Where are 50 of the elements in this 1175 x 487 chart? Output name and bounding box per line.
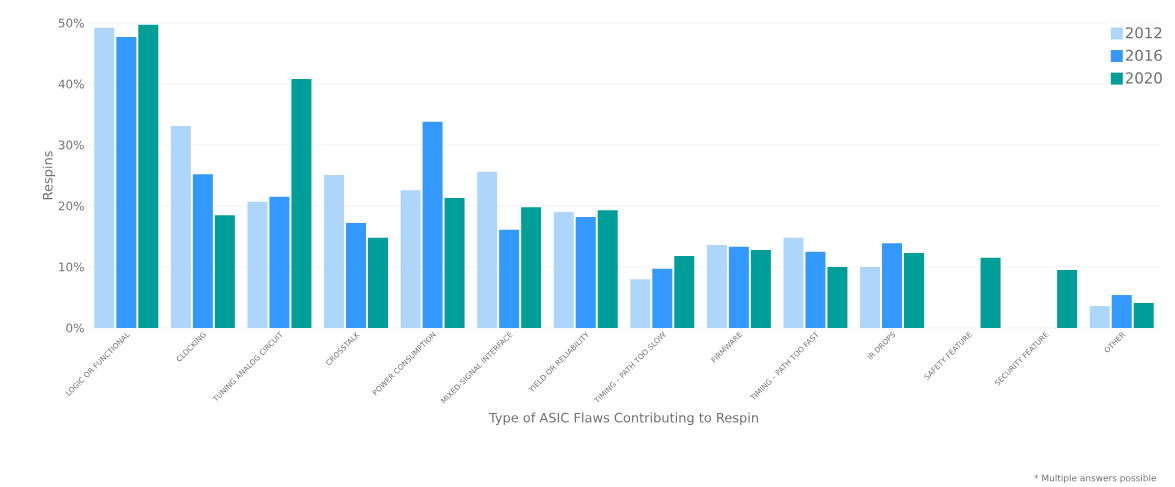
bar (1133, 302, 1154, 328)
bar (499, 229, 520, 328)
y-tick-label: 20% (58, 201, 84, 211)
bar (368, 237, 388, 328)
bar (138, 24, 159, 328)
legend-label: 2020 (1125, 72, 1162, 84)
y-tick-label: 10% (59, 262, 84, 272)
bar (247, 201, 268, 328)
bar (706, 245, 727, 328)
bar (116, 37, 137, 328)
bar (94, 27, 115, 328)
legend-label: 2012 (1125, 27, 1162, 39)
bar (346, 223, 367, 328)
bar (860, 266, 881, 328)
text: * Multiple answers possible (1034, 474, 1157, 484)
bar (904, 252, 925, 328)
bar (805, 251, 826, 328)
bar (400, 190, 421, 328)
bar (827, 266, 848, 328)
bar (170, 126, 191, 328)
bar (521, 207, 542, 328)
bar (444, 198, 465, 328)
y-tick-label: 0% (66, 323, 84, 333)
y-axis-title: Respins (42, 151, 56, 200)
bar (553, 212, 574, 328)
bar (728, 246, 749, 328)
legend-label: 2016 (1125, 49, 1162, 62)
x-axis-title: Type of ASIC Flaws Contributing to Respin (488, 412, 758, 426)
y-tick-label: 40% (58, 79, 84, 89)
bar (477, 171, 498, 328)
bar (422, 121, 443, 328)
bar (575, 216, 596, 328)
bar (1057, 270, 1078, 328)
bar (1111, 295, 1132, 328)
y-tick-label: 30% (58, 140, 84, 150)
bar (291, 79, 312, 328)
bar (214, 215, 235, 328)
bar (597, 210, 618, 328)
bar (1089, 306, 1110, 328)
bar (324, 174, 345, 328)
bar (882, 243, 903, 328)
bar (783, 237, 804, 328)
y-tick-label: 50% (58, 18, 84, 28)
bar (674, 256, 695, 328)
bar (750, 249, 771, 328)
bar (630, 279, 651, 328)
bar (192, 174, 213, 328)
bar (980, 257, 1001, 328)
bar (652, 268, 673, 328)
bar (269, 196, 290, 328)
